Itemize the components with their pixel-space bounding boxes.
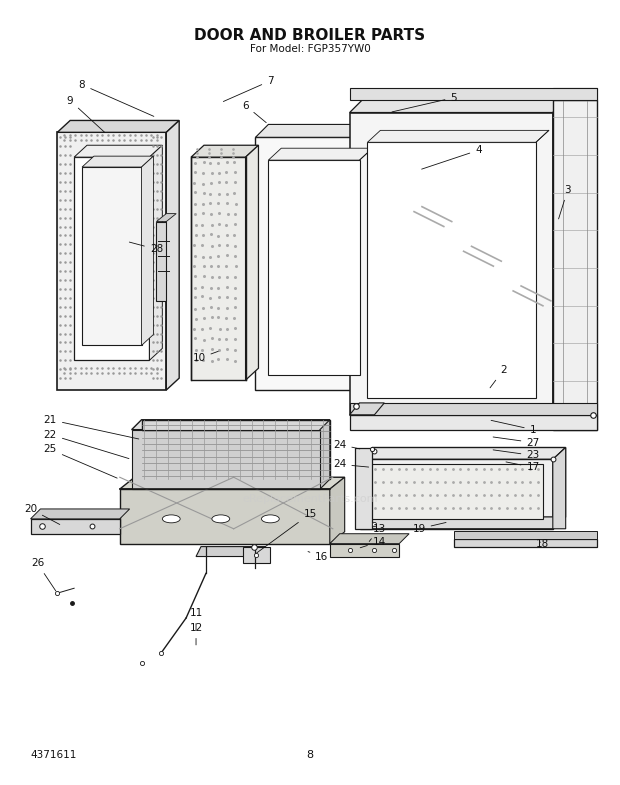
Text: 10: 10	[192, 352, 218, 363]
Polygon shape	[553, 100, 598, 429]
Text: eReplacementParts.com: eReplacementParts.com	[242, 494, 378, 504]
Polygon shape	[196, 546, 265, 557]
Polygon shape	[255, 137, 370, 390]
Polygon shape	[350, 88, 598, 100]
Text: 20: 20	[24, 504, 60, 524]
Text: 16: 16	[308, 552, 329, 561]
Text: 8: 8	[79, 80, 154, 116]
Ellipse shape	[212, 515, 230, 523]
Polygon shape	[553, 447, 565, 529]
Polygon shape	[350, 403, 598, 414]
Polygon shape	[141, 156, 153, 345]
Ellipse shape	[262, 515, 279, 523]
Polygon shape	[360, 459, 553, 529]
Polygon shape	[191, 145, 259, 157]
Text: 9: 9	[67, 96, 105, 133]
Polygon shape	[368, 130, 549, 142]
Polygon shape	[242, 546, 270, 564]
Text: 24: 24	[333, 440, 360, 450]
Polygon shape	[330, 477, 345, 544]
Text: For Model: FGP357YW0: For Model: FGP357YW0	[250, 44, 370, 54]
Text: 18: 18	[536, 539, 549, 549]
Text: 26: 26	[31, 558, 56, 591]
Polygon shape	[454, 539, 598, 546]
Polygon shape	[355, 447, 373, 529]
Polygon shape	[454, 531, 598, 539]
Polygon shape	[74, 145, 162, 157]
Text: DOOR AND BROILER PARTS: DOOR AND BROILER PARTS	[195, 27, 425, 42]
Text: 25: 25	[44, 444, 117, 478]
Polygon shape	[360, 517, 565, 529]
Text: 12: 12	[189, 623, 203, 645]
Polygon shape	[141, 420, 330, 479]
Text: 19: 19	[412, 523, 446, 534]
Polygon shape	[330, 544, 399, 557]
Text: 13: 13	[370, 524, 386, 542]
Text: 23: 23	[493, 450, 539, 461]
Polygon shape	[350, 112, 553, 414]
Polygon shape	[156, 214, 176, 221]
Polygon shape	[350, 414, 598, 429]
Polygon shape	[360, 447, 565, 459]
Text: 15: 15	[257, 509, 317, 553]
Polygon shape	[268, 160, 360, 375]
Text: 27: 27	[493, 437, 539, 447]
Polygon shape	[156, 221, 166, 301]
Polygon shape	[131, 420, 330, 429]
Polygon shape	[191, 157, 246, 380]
Polygon shape	[268, 148, 373, 160]
Text: 21: 21	[44, 414, 139, 439]
Polygon shape	[371, 465, 543, 519]
Text: 14: 14	[360, 537, 386, 548]
Polygon shape	[82, 167, 141, 345]
Polygon shape	[57, 120, 179, 133]
Text: 4371611: 4371611	[30, 750, 77, 760]
Text: 6: 6	[242, 100, 266, 122]
Polygon shape	[246, 145, 259, 380]
Text: 28: 28	[130, 242, 163, 254]
Polygon shape	[330, 534, 409, 544]
Polygon shape	[553, 100, 565, 414]
Polygon shape	[82, 156, 153, 167]
Polygon shape	[131, 429, 320, 489]
Polygon shape	[368, 142, 536, 398]
Text: 17: 17	[506, 462, 539, 473]
Text: 2: 2	[490, 365, 507, 388]
Text: 22: 22	[44, 429, 129, 458]
Text: 1: 1	[491, 420, 536, 435]
Text: 3: 3	[559, 184, 571, 219]
Ellipse shape	[162, 515, 180, 523]
Polygon shape	[30, 519, 120, 534]
Text: 24: 24	[333, 459, 369, 469]
Polygon shape	[166, 120, 179, 390]
Polygon shape	[255, 125, 383, 137]
Text: 5: 5	[392, 93, 457, 112]
Text: 11: 11	[189, 608, 203, 630]
Polygon shape	[370, 125, 383, 390]
Polygon shape	[120, 489, 330, 544]
Polygon shape	[120, 477, 345, 489]
Text: 8: 8	[306, 750, 314, 760]
Polygon shape	[74, 157, 149, 360]
Polygon shape	[57, 133, 166, 390]
Text: 4: 4	[422, 145, 482, 169]
Text: 7: 7	[223, 76, 273, 101]
Polygon shape	[553, 88, 598, 100]
Polygon shape	[149, 145, 162, 360]
Polygon shape	[320, 420, 330, 489]
Polygon shape	[553, 447, 565, 529]
Polygon shape	[30, 509, 130, 519]
Polygon shape	[350, 403, 384, 414]
Polygon shape	[350, 100, 565, 112]
